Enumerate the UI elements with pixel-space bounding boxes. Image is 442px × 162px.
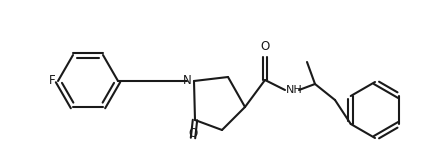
Text: O: O xyxy=(260,40,270,53)
Text: O: O xyxy=(188,127,198,140)
Text: NH: NH xyxy=(286,85,303,95)
Text: N: N xyxy=(183,75,191,87)
Text: F: F xyxy=(48,75,55,87)
